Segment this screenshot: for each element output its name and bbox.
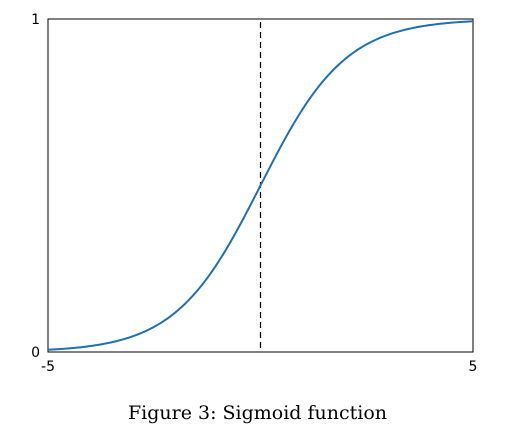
- x-tick-label-1: 5: [469, 359, 478, 375]
- y-tick-label-1: 1: [31, 12, 40, 28]
- series-line-sigmoid: [47, 20, 474, 351]
- x-tick-label-0: -5: [41, 359, 55, 375]
- sigmoid-chart: 1 0 -5 5: [31, 12, 478, 375]
- y-tick-label-0: 0: [31, 345, 40, 361]
- figure-caption: Figure 3: Sigmoid function: [127, 402, 388, 424]
- plot-frame: [47, 18, 474, 353]
